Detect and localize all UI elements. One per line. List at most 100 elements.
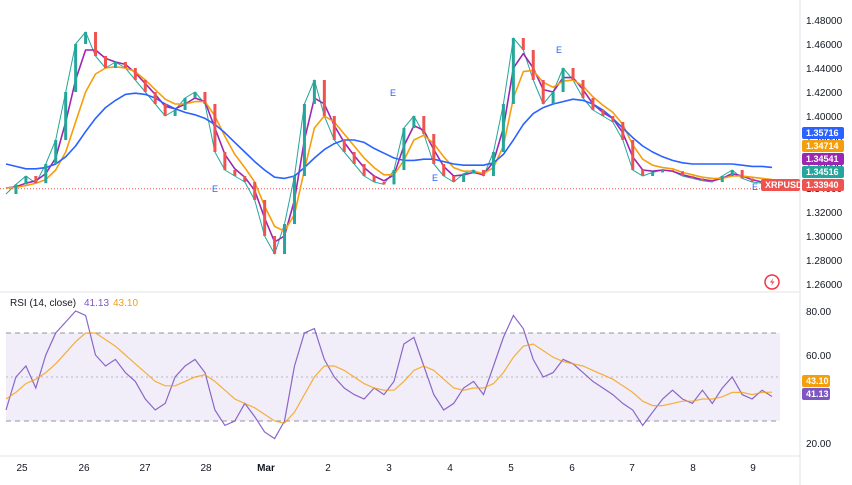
candle: [362, 164, 366, 176]
candle: [233, 170, 237, 176]
candle: [123, 62, 127, 68]
candle: [302, 104, 306, 176]
candle: [223, 152, 227, 170]
candle: [740, 170, 744, 179]
time-tick-label: 2: [325, 463, 331, 474]
candle: [720, 176, 724, 182]
candle: [651, 172, 655, 176]
time-tick-label: 7: [629, 463, 635, 474]
price-tag: 1.33940: [802, 179, 844, 191]
earnings-marker: E: [212, 184, 218, 194]
price-tag-label: 1.34541: [806, 154, 839, 164]
candle: [263, 200, 267, 236]
candle: [452, 176, 456, 182]
candle: [163, 104, 167, 116]
candle: [64, 92, 68, 140]
price-tick-label: 1.42000: [806, 88, 843, 99]
candle: [143, 80, 147, 92]
time-tick-label: 4: [447, 463, 453, 474]
price-tick-label: 1.30000: [806, 232, 843, 243]
rsi-ma-value: 43.10: [113, 298, 138, 309]
price-tick-label: 1.28000: [806, 256, 843, 267]
candle: [511, 38, 515, 104]
price-tag: 1.34714: [802, 140, 844, 152]
candle: [352, 152, 356, 164]
candle: [342, 140, 346, 152]
candle: [472, 170, 476, 174]
candle: [283, 224, 287, 254]
candle: [113, 62, 117, 68]
time-tick-label: 28: [200, 463, 212, 474]
price-tick-label: 1.40000: [806, 112, 843, 123]
price-tag: XRPUSD: [761, 179, 803, 191]
time-tick-label: 9: [750, 463, 756, 474]
time-tick-label: 25: [16, 463, 28, 474]
earnings-markers: E E E E E: [212, 45, 758, 194]
price-tag-label: XRPUSD: [765, 180, 803, 190]
price-tick-label: 1.32000: [806, 208, 843, 219]
earnings-marker: E: [390, 88, 396, 98]
candle: [641, 170, 645, 176]
candle: [213, 104, 217, 152]
price-panel: [0, 31, 800, 255]
candle: [591, 98, 595, 110]
price-tick-label: 1.26000: [806, 280, 843, 291]
price-series-ema-medium: [5, 66, 773, 232]
candle: [253, 182, 257, 200]
candle: [84, 32, 88, 44]
candle: [183, 98, 187, 110]
price-tag-label: 1.34714: [806, 141, 839, 151]
candle: [601, 110, 605, 116]
candle: [392, 170, 396, 185]
price-series-ma-slow: [5, 92, 773, 180]
price-tick-label: 1.46000: [806, 40, 843, 51]
candle: [661, 170, 665, 173]
candle: [273, 236, 277, 254]
candle: [14, 184, 18, 194]
time-tick-label: 5: [508, 463, 514, 474]
candle: [322, 80, 326, 116]
candle: [372, 176, 376, 182]
candle: [541, 80, 545, 104]
candle: [680, 171, 684, 176]
price-tick-label: 1.44000: [806, 64, 843, 75]
candle: [432, 134, 436, 164]
candle: [561, 68, 565, 92]
candle: [382, 182, 386, 185]
candle: [491, 152, 495, 176]
candle: [482, 170, 486, 176]
candle: [243, 176, 247, 182]
candle: [203, 92, 207, 104]
candle: [103, 56, 107, 68]
candle: [74, 44, 78, 92]
rsi-value: 41.13: [84, 298, 109, 309]
candle: [34, 176, 38, 184]
rsi-value-tag: 41.13: [802, 388, 830, 400]
candle: [700, 178, 704, 181]
candle: [521, 38, 525, 50]
candle: [750, 178, 754, 182]
candle: [54, 140, 58, 164]
price-tick-label: 1.48000: [806, 16, 843, 27]
rsi-tick-label: 20.00: [806, 439, 831, 450]
candle: [24, 176, 28, 185]
price-tick-label: 1.36000: [806, 160, 843, 171]
candle: [44, 164, 48, 184]
candle: [133, 68, 137, 80]
rsi-series-rsi: [5, 310, 773, 440]
rsi-tick-label: 80.00: [806, 307, 831, 318]
candle: [94, 32, 98, 56]
earnings-marker: E: [432, 173, 438, 183]
candle: [442, 164, 446, 176]
rsi-axis: 80.00 60.00 20.00 43.10 41.13: [802, 307, 831, 450]
candle: [292, 176, 296, 224]
earnings-marker: E: [752, 182, 758, 192]
candle: [730, 170, 734, 176]
rsi-value-tag: 43.10: [802, 375, 830, 387]
price-tag-label: 1.35716: [806, 128, 839, 138]
candle: [671, 170, 675, 172]
candle: [571, 68, 575, 80]
